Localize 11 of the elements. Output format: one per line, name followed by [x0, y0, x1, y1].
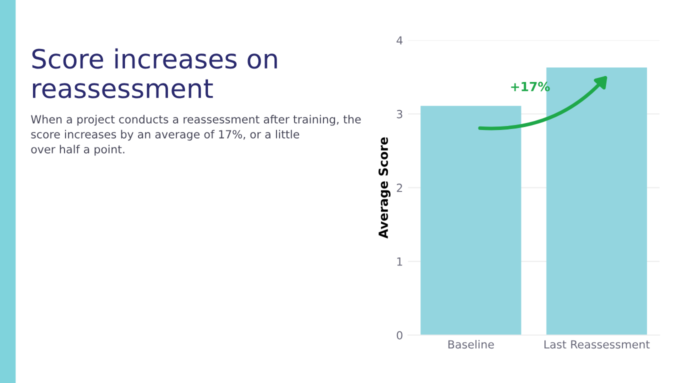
x-tick-label: Last Reassessment — [544, 340, 650, 349]
y-tick-label: 4 — [396, 36, 403, 44]
text: Score increases on reassessment — [32, 48, 277, 98]
y-tick-label: 0 — [396, 331, 402, 340]
y-tick-label: 3 — [396, 110, 402, 118]
annotation: +17% — [511, 82, 550, 92]
y-axis-title: Average Score — [378, 137, 391, 239]
x-tick-label: Baseline — [448, 340, 494, 349]
text: When a project conducts a reassessment after training, the score increases by an average of 17%, or a little over half a point. — [30, 114, 361, 156]
y-tick-label: 2 — [396, 184, 402, 192]
y-tick-label: 1 — [397, 258, 402, 266]
